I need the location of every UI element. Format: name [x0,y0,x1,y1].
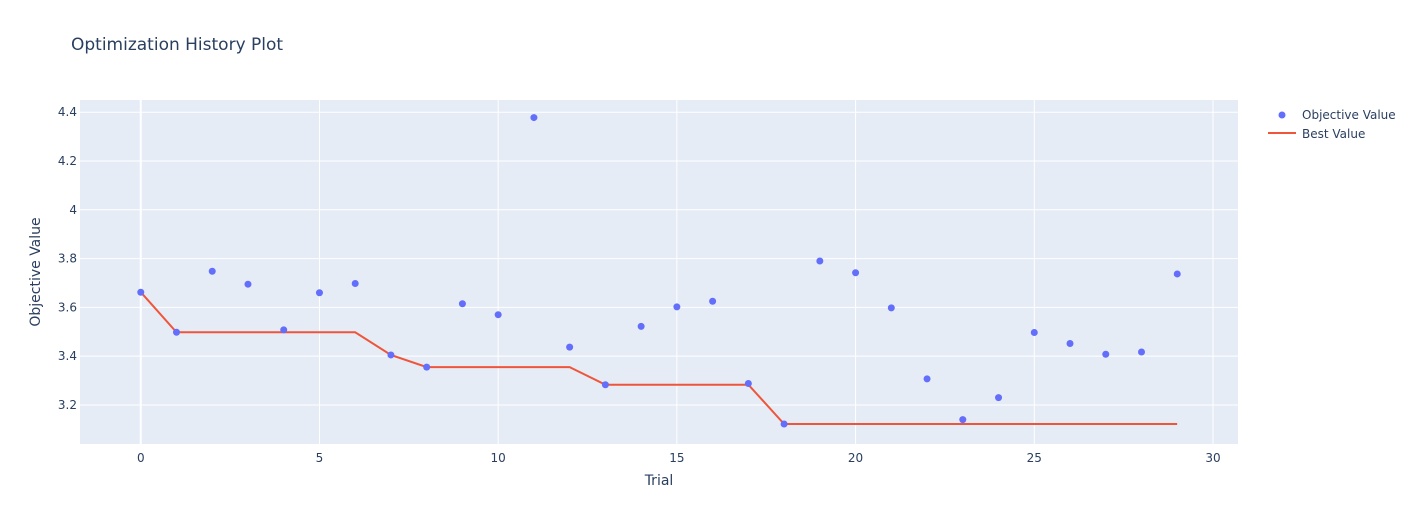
objective-value-point [1102,350,1110,358]
y-axis-title: Objective Value [28,217,44,326]
objective-value-point [780,420,788,428]
objective-value-point [458,300,466,308]
y-tick-label: 3.2 [58,398,77,412]
legend-item-best-value[interactable]: Best Value [1268,127,1365,141]
y-tick-label: 4.2 [58,154,77,168]
plot-area [80,100,1238,444]
best-value-line-layer [140,291,1178,425]
objective-value-point [137,288,145,296]
objective-value-point [530,114,538,122]
x-tick-label: 0 [137,451,145,465]
y-tick-label: 4.4 [58,105,77,119]
legend: Objective Value Best Value [1268,108,1396,141]
objective-value-point [173,328,180,336]
grid-lines [80,100,1238,444]
objective-value-point [995,394,1003,402]
objective-value-point [315,289,323,297]
y-tick-label: 4 [69,203,77,217]
objective-value-point [566,343,574,351]
chart-title: Optimization History Plot [71,35,283,55]
legend-label-objective-value: Objective Value [1302,108,1396,122]
legend-marker-objective-value [1278,111,1286,119]
best-value-line [140,291,1178,425]
objective-value-point [280,326,288,334]
y-tick-label: 3.6 [58,300,77,314]
legend-label-best-value: Best Value [1302,127,1365,141]
objective-value-point [744,379,752,387]
y-tick-label: 3.8 [58,252,77,266]
objective-value-point [852,269,860,277]
x-tick-label: 30 [1205,451,1220,465]
objective-value-point [387,351,395,359]
tick-labels: 0 5 10 15 20 25 30 3.2 3.4 3.6 3.8 4 4.2 4.4 [58,105,1221,465]
objective-value-point [208,267,216,275]
objective-value-point [887,304,895,312]
objective-value-point [244,280,252,288]
y-tick-label: 3.4 [58,349,77,363]
objective-value-point [709,297,717,305]
objective-value-point [923,375,931,383]
x-tick-label: 5 [316,451,324,465]
objective-value-point [1138,348,1145,356]
x-axis-title: Trial [644,473,674,489]
x-tick-label: 25 [1027,451,1042,465]
x-tick-label: 10 [491,451,506,465]
objective-value-point [351,279,359,287]
objective-value-point [423,363,431,371]
objective-value-point [1173,270,1181,278]
objective-value-point [601,381,609,389]
legend-item-objective-value[interactable]: Objective Value [1278,108,1396,122]
objective-value-point [816,257,824,265]
objective-value-point [1066,339,1074,347]
objective-value-point [637,322,645,330]
objective-value-point [1030,329,1038,337]
objective-value-point [494,311,502,319]
objective-value-point [959,416,967,424]
x-tick-label: 15 [669,451,684,465]
objective-value-points [137,114,1181,428]
x-tick-label: 20 [848,451,863,465]
objective-value-point [673,303,681,311]
